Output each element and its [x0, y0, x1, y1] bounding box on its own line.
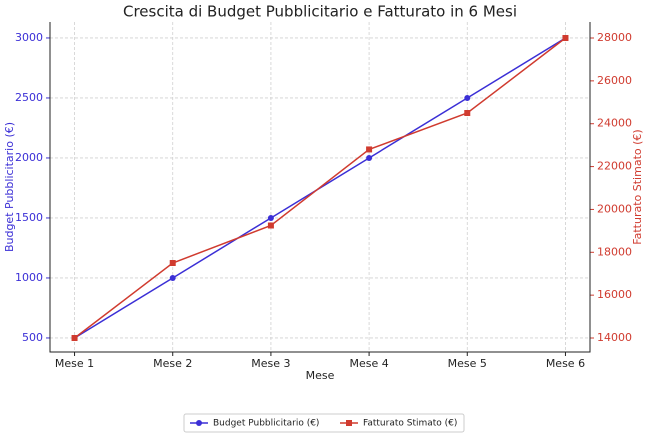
legend-marker: [346, 420, 352, 426]
y2-tick-label: 16000: [597, 288, 632, 301]
marker: [366, 154, 373, 161]
marker: [267, 222, 274, 229]
legend-label: Fatturato Stimato (€): [363, 419, 457, 429]
y2-tick-label: 20000: [597, 202, 632, 215]
x-tick-label: Mese 5: [448, 357, 487, 370]
marker: [562, 35, 569, 42]
y-tick-label: 1500: [15, 211, 43, 224]
y2-tick-label: 18000: [597, 245, 632, 258]
legend-box: [183, 413, 465, 433]
x-tick-label: Mese 4: [349, 357, 388, 370]
line: [74, 37, 566, 339]
x-tick-label: Mese 1: [55, 357, 94, 370]
marker: [464, 110, 471, 117]
marker: [366, 146, 373, 153]
chart-title: Crescita di Budget Pubblicitario e Fattu…: [123, 3, 517, 21]
marker: [267, 214, 274, 221]
y2-axis-label: Fatturato Stimato (€): [631, 129, 644, 244]
legend-marker: [196, 420, 202, 426]
marker: [169, 260, 176, 267]
x-tick-label: Mese 2: [153, 357, 192, 370]
y2-tick-label: 26000: [597, 74, 632, 87]
marker: [169, 274, 176, 281]
legend-label: Budget Pubblicitario (€): [213, 419, 319, 429]
x-tick-label: Mese 6: [546, 357, 585, 370]
y-tick-label: 3000: [15, 31, 43, 44]
marker: [464, 94, 471, 101]
marker: [71, 335, 78, 342]
x-axis-label: Mese: [306, 369, 335, 382]
x-tick-label: Mese 3: [251, 357, 290, 370]
y2-tick-label: 14000: [597, 331, 632, 344]
y2-tick-label: 28000: [597, 31, 632, 44]
axes-frame: [49, 22, 591, 353]
y2-tick-label: 24000: [597, 117, 632, 130]
y-tick-label: 1000: [15, 271, 43, 284]
y2-tick-label: 22000: [597, 160, 632, 173]
y-tick-label: 2500: [15, 91, 43, 104]
y-tick-label: 500: [22, 331, 43, 344]
y-tick-label: 2000: [15, 151, 43, 164]
y-axis-label: Budget Pubblicitario (€): [3, 122, 16, 252]
